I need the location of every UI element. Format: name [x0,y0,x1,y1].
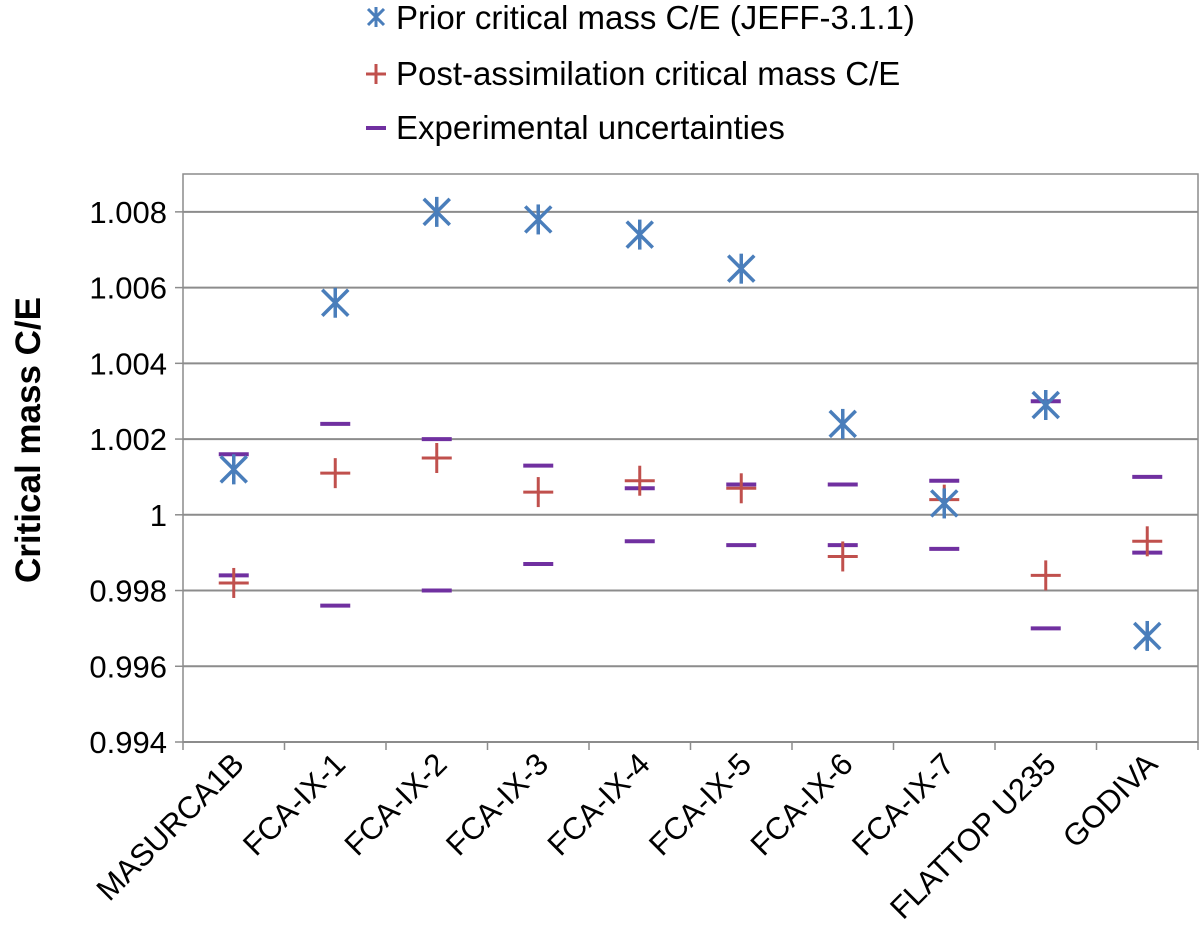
prior-point [625,219,654,250]
x-tick-label: FCA-IX-4 [541,746,657,862]
plus-marker-icon [366,64,386,84]
y-tick-label: 1.006 [89,271,167,306]
prior-point [219,454,248,485]
post-assimilation-point [320,458,351,489]
legend-item-post: Post-assimilation critical mass C/E [366,55,900,92]
post-assimilation-point [1030,560,1061,591]
y-axis-label: Critical mass C/E [9,297,48,583]
y-tick-label: 0.994 [89,725,167,760]
y-tick-label: 0.998 [89,574,167,609]
prior-point [524,204,553,235]
legend-item-uncertainty: Experimental uncertainties [366,109,785,146]
x-tick-label: FCA-IX-2 [338,746,454,862]
x-tick-label: GODIVA [1056,746,1165,855]
post-assimilation-point [726,473,757,504]
asterisk-marker-icon [366,7,386,27]
prior-point [828,408,857,439]
plot-area [182,173,1199,743]
legend-label-prior: Prior critical mass C/E (JEFF-3.1.1) [396,0,915,36]
prior-point [930,488,959,519]
x-tick-label: FCA-IX-5 [642,746,758,862]
x-tick-label: MASURCA1B [90,746,251,907]
y-tick-labels: 0.994 0.996 0.998 1 1.002 1.004 1.006 1.008 [89,195,167,760]
post-assimilation-point [1132,526,1163,557]
x-tick-labels: MASURCA1BFCA-IX-1FCA-IX-2FCA-IX-3FCA-IX-… [90,742,1199,926]
data-marks [218,196,1163,651]
prior-point [727,253,756,284]
y-tick-label: 1.004 [89,346,167,381]
grid [175,210,1198,743]
legend-label-post: Post-assimilation critical mass C/E [396,55,900,92]
post-assimilation-point [523,477,554,508]
legend-label-uncertainty: Experimental uncertainties [396,109,785,146]
y-tick-label: 1.002 [89,422,167,457]
x-tick-label: FCA-IX-3 [439,746,555,862]
y-tick-label: 1 [150,498,167,533]
prior-point [422,196,451,227]
post-assimilation-point [827,541,858,572]
post-assimilation-point [218,567,249,598]
prior-point [1133,620,1162,651]
y-tick-label: 1.008 [89,195,167,230]
x-tick-label: FCA-IX-6 [744,746,860,862]
post-assimilation-point [421,443,452,473]
post-assimilation-point [624,465,655,496]
prior-point [1031,389,1060,420]
x-tick-label: FCA-IX-1 [236,746,352,862]
prior-point [321,287,350,318]
y-tick-label: 0.996 [89,649,167,684]
legend: Prior critical mass C/E (JEFF-3.1.1) Pos… [366,0,915,146]
legend-item-prior: Prior critical mass C/E (JEFF-3.1.1) [366,0,915,36]
